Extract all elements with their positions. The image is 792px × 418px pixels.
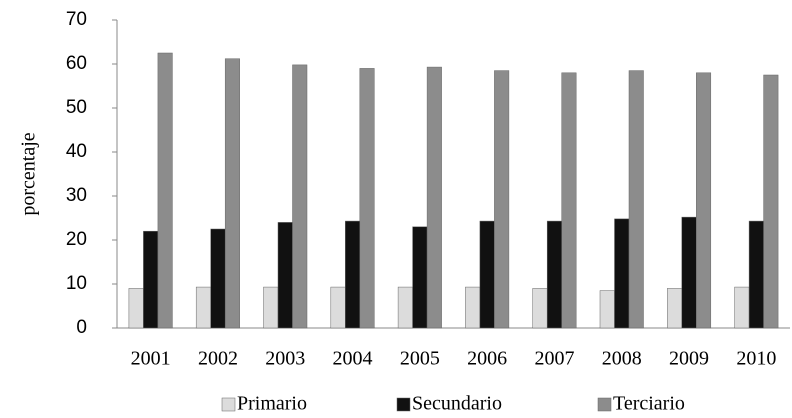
- bar: [614, 218, 630, 329]
- legend-swatch: [396, 397, 411, 412]
- bar: [599, 290, 615, 329]
- legend-label: Terciario: [613, 393, 685, 415]
- bar: [479, 220, 495, 329]
- bar: [330, 286, 346, 329]
- x-tick-label: 2004: [333, 348, 373, 370]
- x-tick-label: 2006: [467, 348, 507, 370]
- x-tick-label: 2007: [534, 348, 574, 370]
- bar: [345, 220, 361, 329]
- bar: [397, 286, 413, 329]
- bar: [157, 52, 173, 329]
- legend-label: Secundario: [412, 393, 502, 415]
- bar: [681, 216, 697, 329]
- y-axis-label: porcentaje: [18, 132, 40, 215]
- x-tick-label: 2009: [669, 348, 709, 370]
- bar: [561, 72, 577, 329]
- y-tick-label: 50: [66, 97, 87, 118]
- bar: [263, 286, 279, 329]
- legend-swatch: [597, 397, 612, 412]
- bar: [734, 286, 750, 329]
- bar: [195, 286, 211, 329]
- bar: [763, 74, 779, 329]
- y-tick-label: 0: [76, 317, 87, 338]
- x-tick-label: 2001: [131, 348, 171, 370]
- bar: [426, 66, 442, 329]
- x-tick-label: 2008: [602, 348, 642, 370]
- bar: [628, 70, 644, 329]
- bar: [224, 58, 240, 329]
- bar: [292, 64, 308, 329]
- bar: [748, 220, 764, 329]
- bar: [210, 228, 226, 329]
- bar: [277, 222, 293, 329]
- y-tick-label: 20: [66, 229, 87, 250]
- bar: [465, 286, 481, 329]
- bar: [546, 220, 562, 329]
- y-tick-label: 70: [66, 9, 87, 30]
- bar: [412, 226, 428, 329]
- x-tick-label: 2003: [265, 348, 305, 370]
- x-tick-label: 2005: [400, 348, 440, 370]
- legend-swatch: [221, 397, 236, 412]
- legend-label: Primario: [237, 393, 307, 415]
- y-tick-label: 40: [66, 141, 87, 162]
- y-tick-label: 10: [66, 273, 87, 294]
- bar: [667, 288, 683, 329]
- x-tick-label: 2002: [198, 348, 238, 370]
- bar: [128, 288, 144, 329]
- x-tick-label: 2010: [736, 348, 776, 370]
- bar: [143, 230, 159, 329]
- bar: [359, 68, 375, 329]
- bar: [696, 72, 712, 329]
- bar: [494, 70, 510, 329]
- y-tick-label: 60: [66, 53, 87, 74]
- bar: [532, 288, 548, 329]
- y-tick-label: 30: [66, 185, 87, 206]
